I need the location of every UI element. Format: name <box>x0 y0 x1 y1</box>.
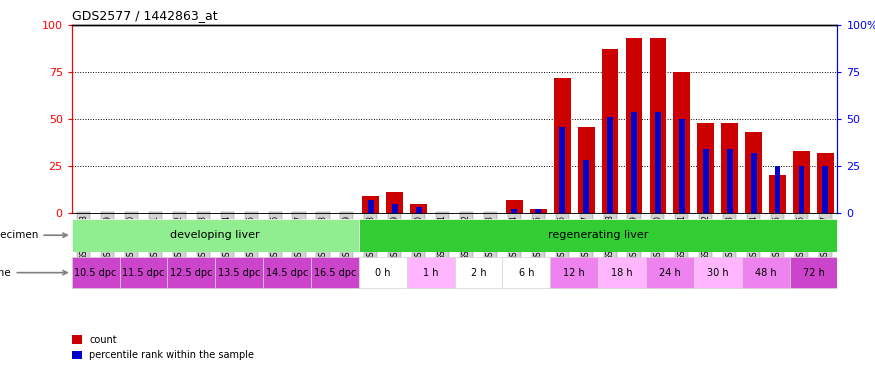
Bar <box>550 257 598 288</box>
Bar <box>598 257 646 288</box>
Bar <box>751 153 757 213</box>
Bar <box>694 257 742 288</box>
Text: GDS2577 / 1442863_at: GDS2577 / 1442863_at <box>72 9 217 22</box>
Bar <box>626 38 642 213</box>
Bar <box>506 200 522 213</box>
Bar <box>578 127 594 213</box>
Text: 48 h: 48 h <box>755 268 776 278</box>
Bar <box>674 72 690 213</box>
Text: 18 h: 18 h <box>612 268 633 278</box>
Bar <box>455 257 502 288</box>
Bar <box>559 127 565 213</box>
Bar <box>536 209 542 213</box>
Bar <box>416 207 422 213</box>
Bar <box>602 50 619 213</box>
Bar <box>646 257 694 288</box>
Bar <box>512 209 517 213</box>
Bar <box>679 119 685 213</box>
Bar <box>774 166 780 213</box>
Bar <box>822 166 829 213</box>
Bar <box>387 192 403 213</box>
Bar <box>742 257 789 288</box>
Bar <box>631 111 637 213</box>
Text: developing liver: developing liver <box>171 230 260 240</box>
Text: 13.5 dpc: 13.5 dpc <box>218 268 261 278</box>
Bar <box>368 200 374 213</box>
Bar <box>649 38 666 213</box>
Text: specimen: specimen <box>0 230 67 240</box>
Bar <box>72 219 359 252</box>
Bar <box>584 161 589 213</box>
Text: 12 h: 12 h <box>564 268 585 278</box>
Bar <box>554 78 570 213</box>
Text: 0 h: 0 h <box>375 268 390 278</box>
Bar <box>359 257 407 288</box>
Bar <box>799 166 804 213</box>
Bar <box>746 132 762 213</box>
Text: 72 h: 72 h <box>802 268 824 278</box>
Text: percentile rank within the sample: percentile rank within the sample <box>89 350 255 360</box>
Text: 1 h: 1 h <box>423 268 438 278</box>
Bar <box>721 123 738 213</box>
Text: 10.5 dpc: 10.5 dpc <box>74 268 117 278</box>
Text: 30 h: 30 h <box>707 268 729 278</box>
Bar <box>502 257 550 288</box>
Bar <box>789 257 837 288</box>
Text: 6 h: 6 h <box>519 268 534 278</box>
Bar <box>793 151 810 213</box>
Text: 2 h: 2 h <box>471 268 487 278</box>
Text: time: time <box>0 268 67 278</box>
Bar <box>727 149 732 213</box>
Bar <box>167 257 215 288</box>
Bar <box>655 111 661 213</box>
Text: 24 h: 24 h <box>659 268 681 278</box>
Bar <box>407 257 455 288</box>
Bar <box>311 257 359 288</box>
Text: count: count <box>89 335 117 345</box>
Bar <box>607 117 613 213</box>
Bar <box>769 175 786 213</box>
Bar <box>392 204 397 213</box>
Bar <box>703 149 709 213</box>
Bar <box>410 204 427 213</box>
Bar <box>817 153 834 213</box>
Bar <box>72 257 120 288</box>
Text: 11.5 dpc: 11.5 dpc <box>123 268 164 278</box>
Bar <box>215 257 263 288</box>
Bar <box>530 209 547 213</box>
Text: 16.5 dpc: 16.5 dpc <box>314 268 356 278</box>
Bar <box>120 257 167 288</box>
Bar <box>697 123 714 213</box>
Bar <box>263 257 311 288</box>
Text: 14.5 dpc: 14.5 dpc <box>266 268 308 278</box>
Text: 12.5 dpc: 12.5 dpc <box>170 268 213 278</box>
Bar <box>362 196 379 213</box>
Text: regenerating liver: regenerating liver <box>548 230 648 240</box>
Bar <box>359 219 837 252</box>
